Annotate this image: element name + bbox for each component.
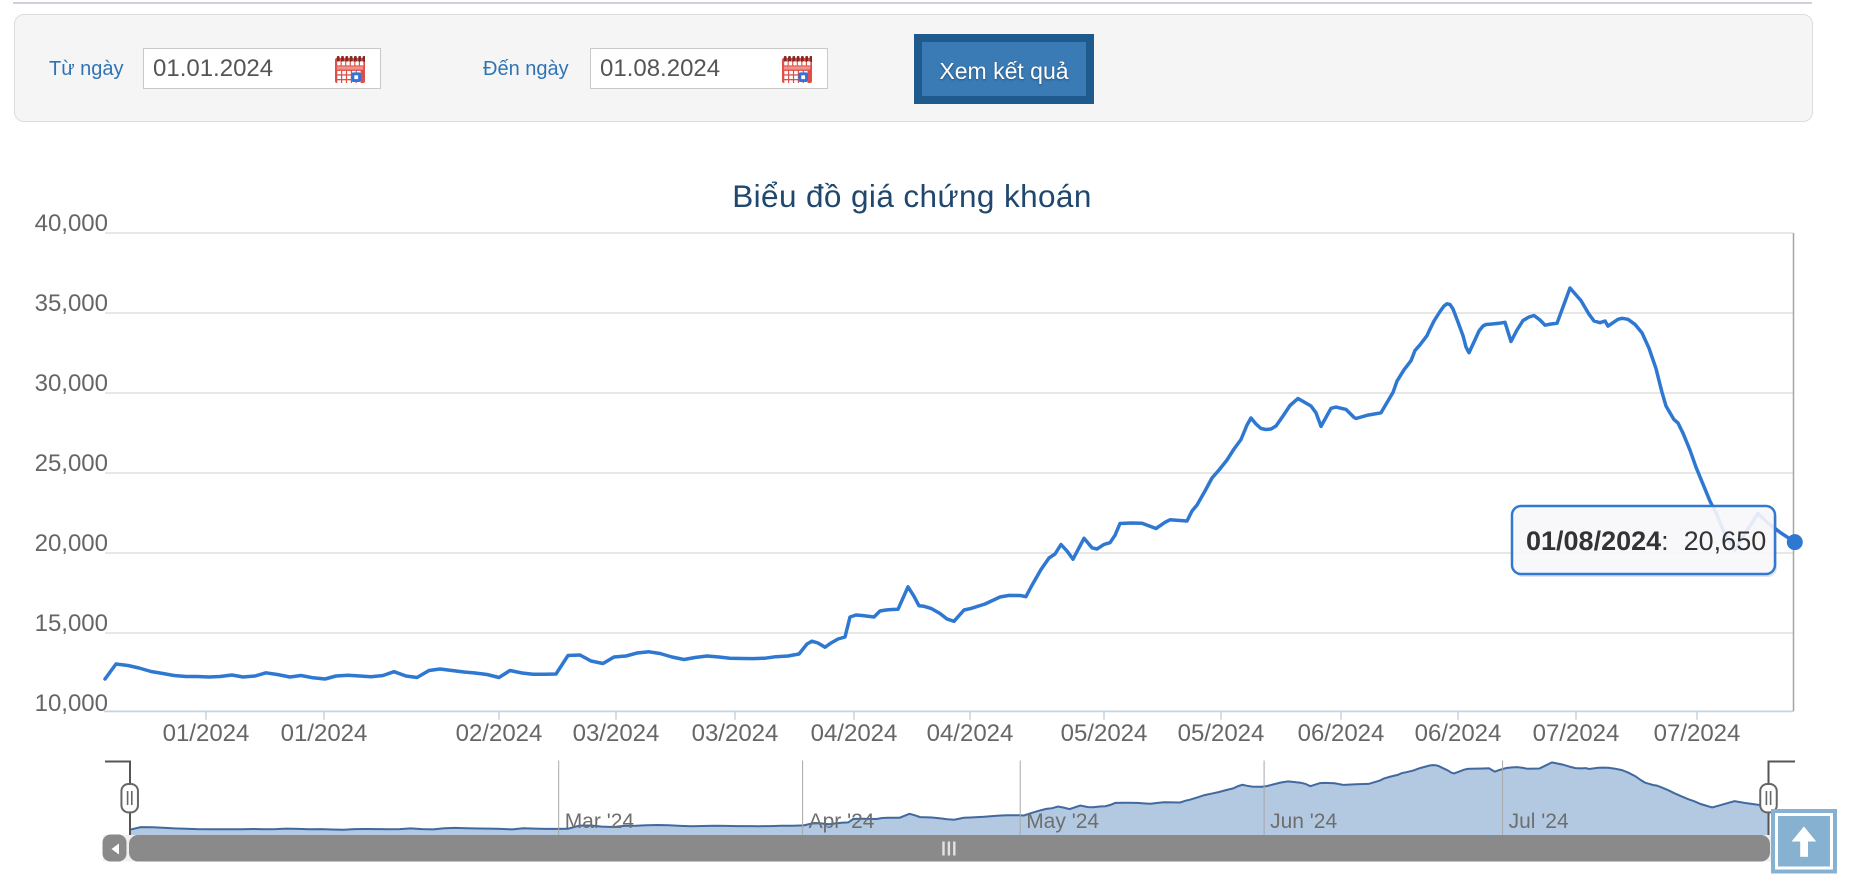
svg-text:Apr '24: Apr '24 bbox=[809, 810, 875, 833]
svg-text:Jun '24: Jun '24 bbox=[1270, 810, 1337, 833]
svg-text:02/2024: 02/2024 bbox=[456, 720, 543, 747]
svg-text:01/2024: 01/2024 bbox=[163, 720, 250, 747]
svg-text:06/2024: 06/2024 bbox=[1298, 720, 1385, 747]
svg-text:01/2024: 01/2024 bbox=[281, 720, 368, 747]
svg-text:04/2024: 04/2024 bbox=[811, 720, 898, 747]
svg-text:20,000: 20,000 bbox=[35, 530, 108, 557]
svg-text:15,000: 15,000 bbox=[35, 610, 108, 637]
svg-text:Mar '24: Mar '24 bbox=[565, 810, 635, 833]
svg-text:05/2024: 05/2024 bbox=[1178, 720, 1265, 747]
svg-text:May '24: May '24 bbox=[1026, 810, 1099, 833]
svg-text:30,000: 30,000 bbox=[35, 370, 108, 397]
svg-text:03/2024: 03/2024 bbox=[573, 720, 660, 747]
svg-text:01/08/2024: 20,650: 01/08/2024: 20,650 bbox=[1526, 526, 1766, 556]
svg-text:06/2024: 06/2024 bbox=[1415, 720, 1502, 747]
svg-text:04/2024: 04/2024 bbox=[927, 720, 1014, 747]
svg-text:25,000: 25,000 bbox=[35, 450, 108, 477]
svg-text:07/2024: 07/2024 bbox=[1533, 720, 1620, 747]
svg-text:03/2024: 03/2024 bbox=[692, 720, 779, 747]
svg-text:05/2024: 05/2024 bbox=[1061, 720, 1148, 747]
svg-text:07/2024: 07/2024 bbox=[1654, 720, 1741, 747]
svg-text:40,000: 40,000 bbox=[35, 210, 108, 237]
svg-text:35,000: 35,000 bbox=[35, 290, 108, 317]
svg-text:10,000: 10,000 bbox=[35, 690, 108, 717]
svg-text:Biểu đồ giá chứng khoán: Biểu đồ giá chứng khoán bbox=[732, 178, 1092, 214]
svg-text:Jul '24: Jul '24 bbox=[1509, 810, 1569, 833]
